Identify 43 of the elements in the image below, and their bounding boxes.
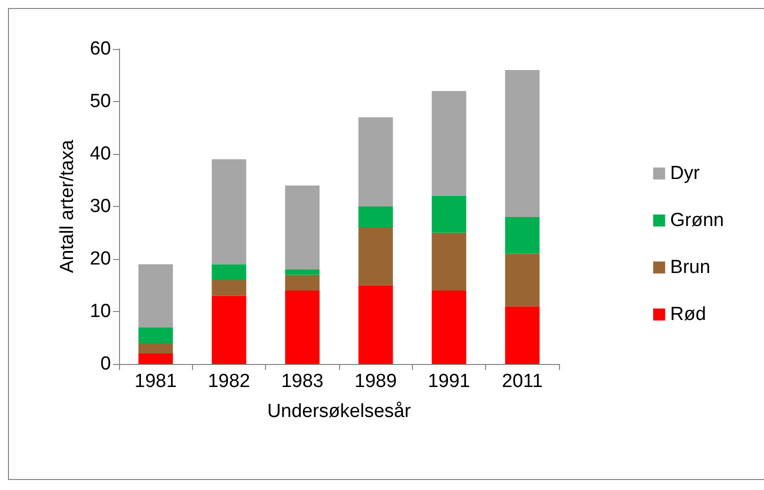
x-tick-label: 1981 [134,371,177,392]
legend-label: Rød [670,304,706,325]
y-tick-label: 30 [90,196,111,217]
y-tick-label: 20 [90,248,111,270]
bar [212,159,246,264]
legend-label: Grønn [670,210,724,231]
bar [505,70,540,217]
bar [358,285,393,364]
x-tick-label: 1982 [208,371,250,392]
bar [138,264,173,328]
x-tick-label: 1983 [281,371,324,392]
bar [285,290,320,364]
bar [432,91,466,196]
bar [138,354,173,364]
legend-label: Dyr [670,163,700,184]
bar [138,327,173,343]
y-axis-title: Antall arter/taxa [57,140,78,274]
legend-label: Brun [670,257,710,278]
bar [358,206,393,228]
bar [285,270,320,275]
x-axis-title: Undersøkelsesår [267,401,412,422]
y-tick-label: 0 [100,354,111,374]
bar [212,264,246,280]
y-tick-label: 10 [90,301,111,322]
x-tick-label: 1991 [428,371,470,392]
bar [432,232,466,290]
bar [285,274,320,290]
bar [212,296,246,364]
bar [505,217,540,254]
bar [505,254,540,306]
y-tick-label: 60 [90,38,111,60]
bar [285,186,320,270]
bar [432,290,466,364]
y-tick-label: 50 [90,91,111,112]
bar [138,343,173,354]
bar [358,117,393,206]
y-tick-label: 40 [90,144,111,164]
x-tick-label: 2011 [502,371,543,392]
bar [432,196,466,233]
bar [212,280,246,296]
bar [358,228,393,286]
x-tick-label: 1989 [354,371,397,392]
bar [505,306,540,364]
